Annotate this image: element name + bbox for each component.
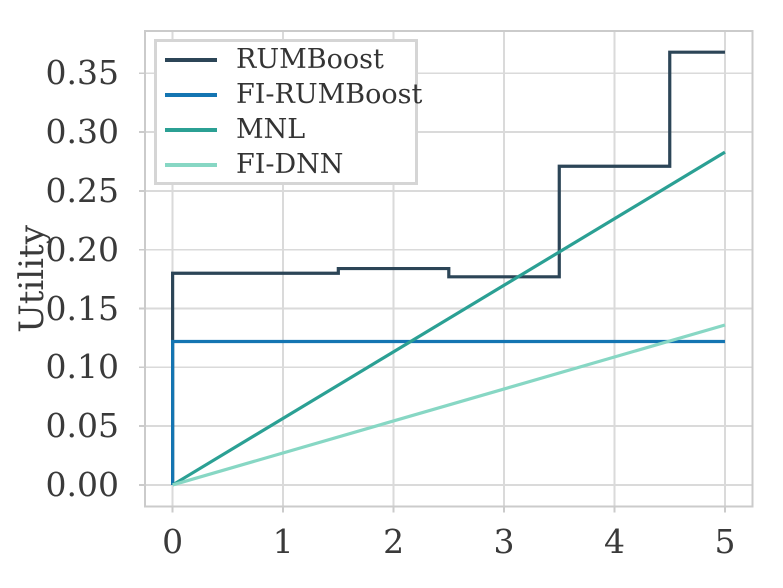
legend-item-mnl: MNL [157,112,415,147]
legend: RUMBoost FI-RUMBoost MNL FI-DNN [154,39,422,185]
y-tick-label: 0.05 [45,406,119,446]
y-tick-label: 0.10 [45,347,119,387]
series-line-fi-dnn [172,323,726,487]
x-tick-label: 2 [383,522,405,561]
y-tick-label: 0.25 [45,170,119,210]
x-tick-label: 5 [714,522,736,561]
series-line-mnl [171,150,726,487]
x-tick-label: 3 [493,522,515,561]
axes-frame [144,30,754,508]
legend-item-rumboost: RUMBoost [157,42,415,77]
y-tick-label: 0.00 [45,464,119,504]
y-tick-label: 0.15 [45,288,119,328]
legend-item-fi-dnn: FI-DNN [157,147,415,182]
legend-item-fi-rumboost: FI-RUMBoost [157,77,422,112]
legend-label: RUMBoost [236,44,384,75]
legend-line-swatch [165,162,217,167]
legend-line-swatch [165,57,217,62]
legend-line-swatch [165,92,217,97]
y-tick-label: 0.35 [45,53,119,93]
legend-label: FI-DNN [236,149,344,180]
x-tick-label: 0 [162,522,184,561]
series-line-rumboost [171,50,725,485]
legend-line-swatch [165,127,217,132]
series-line-fi-rumboost [171,339,725,485]
legend-label: MNL [236,114,306,145]
legend-label: FI-RUMBoost [236,79,423,110]
x-tick-label: 4 [604,522,625,561]
y-tick-label: 0.20 [45,229,119,269]
y-tick-label: 0.30 [45,112,119,152]
x-tick-label: 1 [272,522,294,561]
